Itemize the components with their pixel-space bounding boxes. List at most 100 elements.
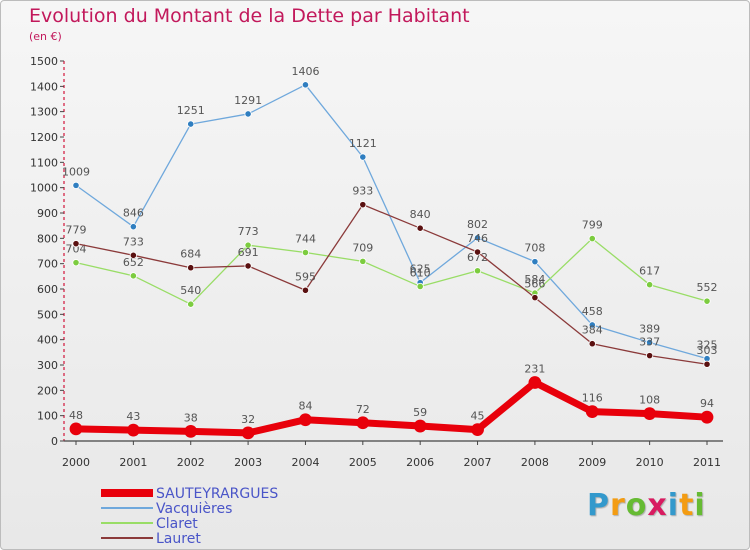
- data-label-sauteyrargues: 231: [524, 362, 545, 375]
- y-tick-label: 300: [37, 359, 58, 372]
- x-tick-label: 2006: [406, 456, 434, 469]
- data-label-sauteyrargues: 59: [413, 406, 427, 419]
- data-label-vacquieres: 846: [123, 207, 144, 220]
- data-label-vacquieres: 708: [524, 242, 545, 255]
- y-tick-label: 900: [37, 207, 58, 220]
- data-point-lauret: [416, 224, 424, 232]
- data-label-sauteyrargues: 108: [639, 394, 660, 407]
- x-tick-label: 2001: [119, 456, 147, 469]
- data-label-lauret: 303: [697, 344, 718, 357]
- y-tick-label: 700: [37, 258, 58, 271]
- data-label-lauret: 337: [639, 336, 660, 349]
- logo-letter: i: [667, 488, 680, 523]
- data-point-claret: [359, 257, 367, 265]
- legend-label-lauret: Lauret: [156, 531, 201, 547]
- data-label-vacquieres: 1121: [349, 137, 377, 150]
- data-point-vacquieres: [473, 234, 482, 242]
- data-point-sauteyrargues: [471, 423, 484, 437]
- logo-letter: i: [694, 488, 706, 523]
- logo-letter: t: [679, 488, 695, 523]
- data-label-claret: 610: [410, 266, 431, 279]
- data-point-vacquieres: [531, 258, 539, 266]
- x-tick-label: 2000: [62, 456, 90, 469]
- logo-letter: o: [625, 488, 648, 523]
- data-point-lauret: [301, 286, 310, 294]
- data-point-sauteyrargues: [585, 405, 599, 419]
- data-label-sauteyrargues: 72: [356, 403, 370, 416]
- y-tick-label: 800: [37, 232, 58, 245]
- data-label-sauteyrargues: 38: [184, 411, 198, 424]
- data-point-lauret: [646, 352, 654, 360]
- x-tick-label: 2010: [636, 456, 664, 469]
- proxiti-logo: Proxiti: [587, 488, 706, 523]
- data-label-vacquieres: 1009: [62, 165, 90, 178]
- data-label-sauteyrargues: 48: [69, 409, 83, 422]
- y-tick-label: 400: [37, 334, 58, 347]
- data-label-claret: 540: [180, 284, 201, 297]
- x-tick-label: 2003: [234, 456, 262, 469]
- data-label-vacquieres: 325: [697, 339, 718, 352]
- data-point-sauteyrargues: [700, 410, 714, 424]
- data-point-claret: [301, 248, 310, 257]
- chart-subtitle: (en €): [29, 30, 62, 43]
- y-tick-label: 1100: [30, 156, 58, 169]
- data-point-vacquieres: [588, 321, 596, 329]
- x-tick-label: 2004: [291, 456, 319, 469]
- data-label-lauret: 384: [582, 324, 603, 337]
- data-point-lauret: [531, 294, 539, 302]
- data-point-sauteyrargues: [126, 423, 140, 437]
- data-label-vacquieres: 1406: [291, 65, 319, 78]
- data-point-sauteyrargues: [69, 422, 83, 436]
- data-point-claret: [129, 272, 137, 280]
- y-tick-label: 0: [51, 435, 58, 448]
- data-label-claret: 799: [582, 219, 603, 232]
- data-point-sauteyrargues: [184, 424, 198, 438]
- data-label-claret: 584: [524, 273, 545, 286]
- data-label-claret: 709: [352, 241, 373, 254]
- y-tick-label: 1400: [30, 80, 58, 93]
- logo-letter: P: [587, 488, 610, 523]
- data-label-lauret: 684: [180, 248, 201, 261]
- data-label-claret: 617: [639, 265, 660, 278]
- data-point-claret: [703, 297, 711, 305]
- y-tick-label: 1200: [30, 131, 58, 144]
- data-point-lauret: [244, 262, 252, 270]
- x-tick-label: 2002: [177, 456, 205, 469]
- data-label-sauteyrargues: 45: [471, 410, 485, 423]
- data-label-sauteyrargues: 32: [241, 413, 255, 426]
- data-point-vacquieres: [359, 153, 367, 161]
- data-point-vacquieres: [129, 223, 137, 231]
- data-label-vacquieres: 802: [467, 218, 488, 231]
- data-label-claret: 744: [295, 233, 316, 246]
- data-label-vacquieres: 1291: [234, 94, 262, 107]
- data-label-lauret: 691: [238, 246, 259, 259]
- data-point-sauteyrargues: [299, 413, 312, 427]
- logo-letter: x: [647, 488, 668, 523]
- data-point-sauteyrargues: [643, 407, 657, 421]
- y-tick-label: 500: [37, 308, 58, 321]
- data-point-sauteyrargues: [241, 426, 255, 440]
- data-point-claret: [646, 281, 654, 289]
- data-point-claret: [244, 241, 252, 249]
- x-tick-label: 2011: [693, 456, 721, 469]
- data-label-lauret: 746: [467, 232, 488, 245]
- data-label-claret: 552: [697, 281, 718, 294]
- x-tick-label: 2005: [349, 456, 377, 469]
- data-point-claret: [187, 300, 195, 308]
- x-tick-label: 2007: [464, 456, 492, 469]
- data-point-vacquieres: [187, 120, 195, 128]
- y-tick-label: 1500: [30, 55, 58, 68]
- legend-label-sauteyrargues: SAUTEYRARGUES: [156, 486, 278, 502]
- data-label-vacquieres: 625: [410, 263, 431, 276]
- data-label-lauret: 566: [524, 278, 545, 291]
- data-label-lauret: 733: [123, 235, 144, 248]
- y-tick-label: 600: [37, 283, 58, 296]
- data-point-claret: [473, 267, 482, 275]
- legend-label-claret: Claret: [156, 516, 198, 532]
- data-point-lauret: [72, 240, 80, 248]
- y-tick-label: 200: [37, 384, 58, 397]
- data-point-sauteyrargues: [528, 376, 542, 389]
- data-label-claret: 672: [467, 251, 488, 264]
